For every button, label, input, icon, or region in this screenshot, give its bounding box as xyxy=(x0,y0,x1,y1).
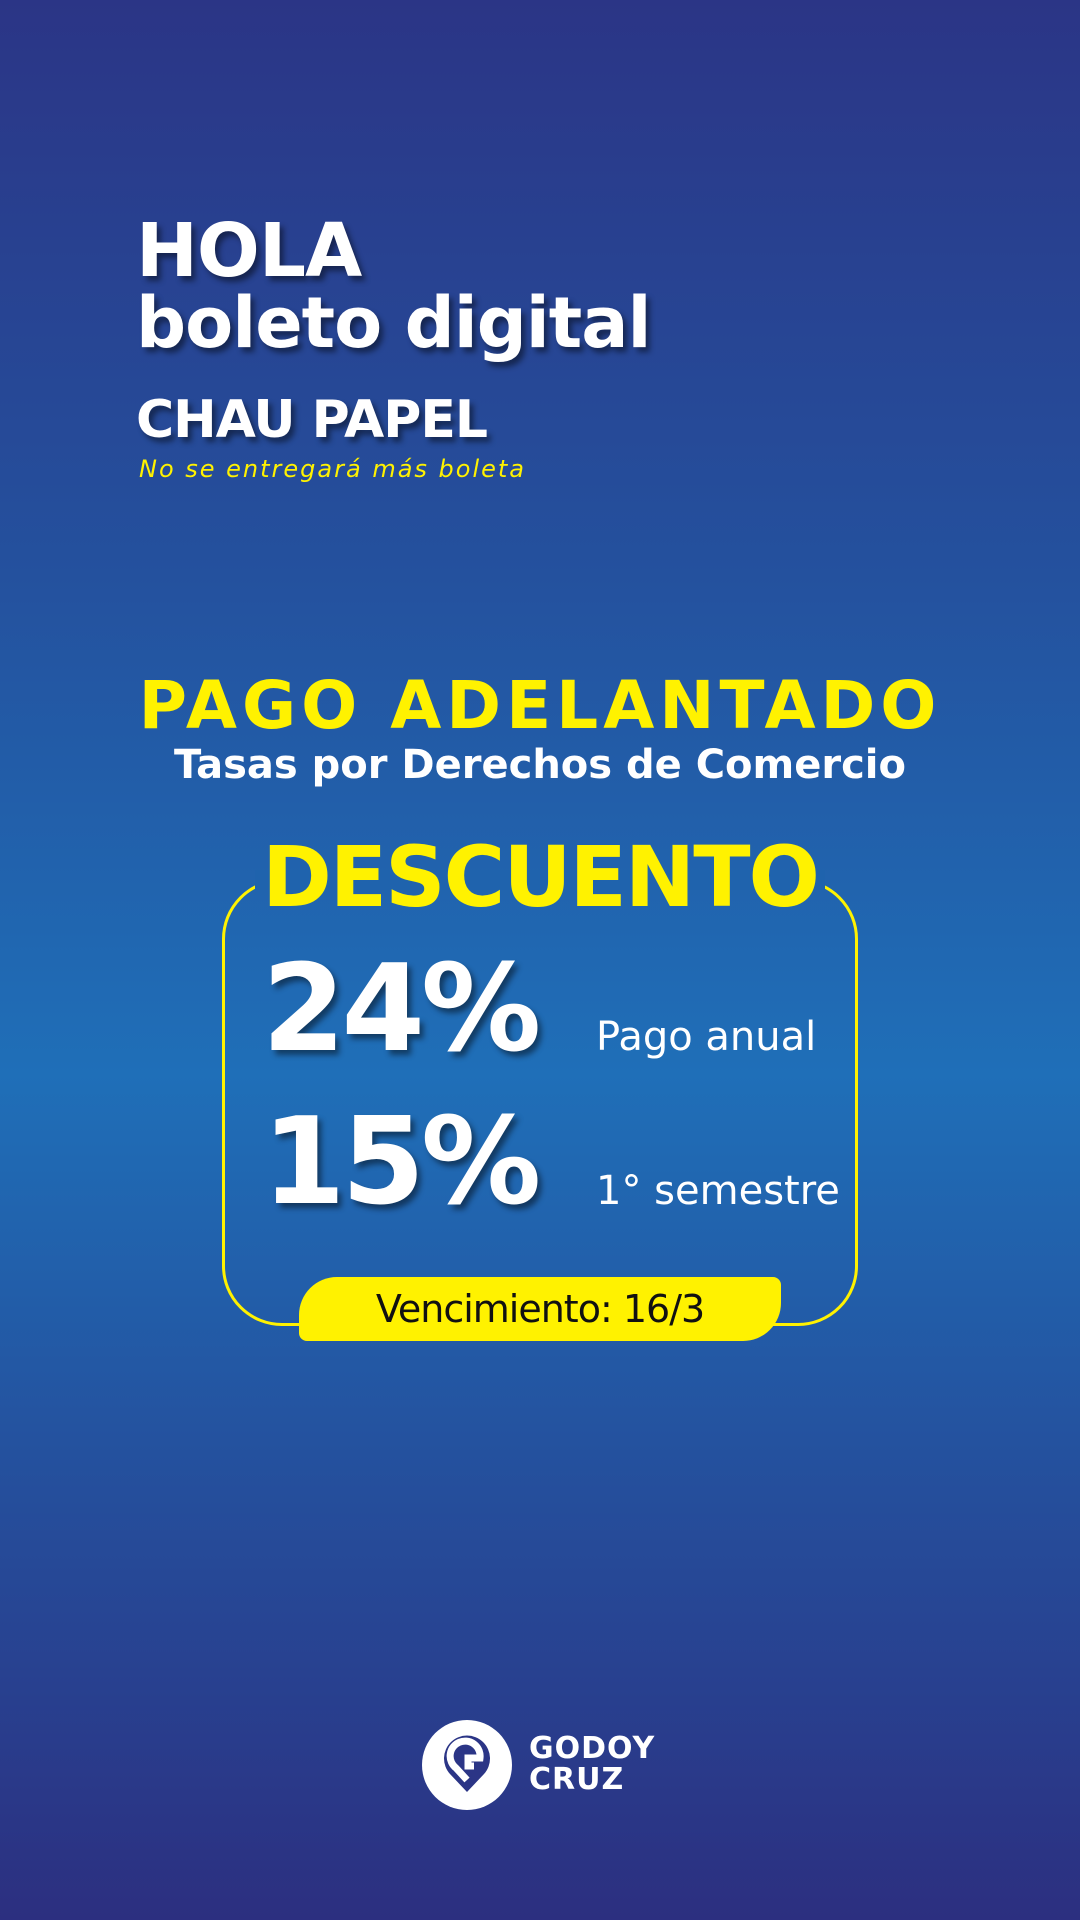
discount-value: 15% xyxy=(262,1093,541,1232)
headline-hola: HOLA xyxy=(136,208,362,294)
discount-label: 1° semestre xyxy=(596,1168,840,1214)
headline-chau-papel: CHAU PAPEL xyxy=(136,390,488,450)
map-pin-g-icon xyxy=(422,1720,512,1810)
discount-label: Pago anual xyxy=(596,1014,817,1060)
brand-name-line2: CRUZ xyxy=(529,1762,625,1797)
heading-backdrop xyxy=(255,870,825,890)
promo-title: PAGO ADELANTADO xyxy=(138,667,942,744)
promo-subtitle: Tasas por Derechos de Comercio xyxy=(174,742,906,788)
headline-boleto-digital: boleto digital xyxy=(136,282,651,364)
due-date-badge: Vencimiento: 16/3 xyxy=(299,1277,781,1341)
note-text: No se entregará más boleta xyxy=(139,455,527,483)
discount-value: 24% xyxy=(262,940,541,1079)
due-date-text: Vencimiento: 16/3 xyxy=(375,1287,705,1331)
brand-name-line1: GODOY xyxy=(529,1731,656,1766)
discount-heading: DESCUENTO xyxy=(262,828,820,926)
